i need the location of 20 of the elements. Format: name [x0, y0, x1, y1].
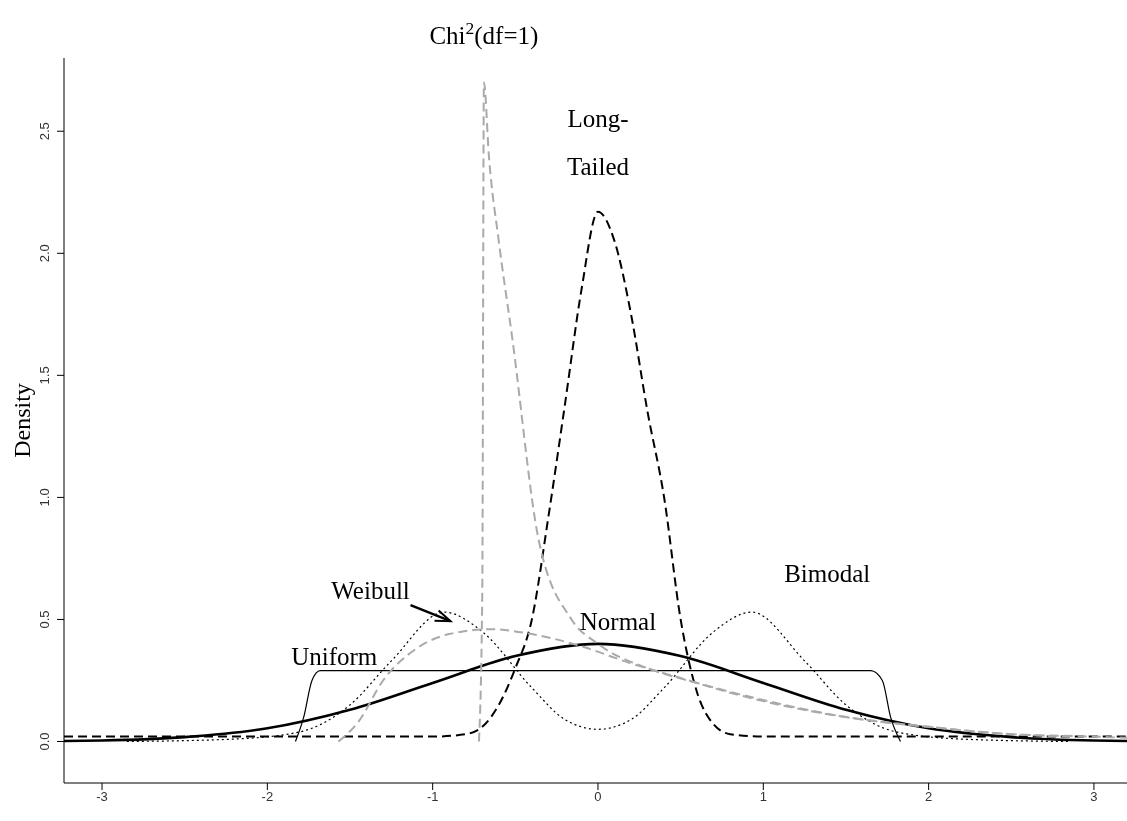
x-tick-label: -2 [261, 789, 274, 805]
y-tick-label: 1.5 [37, 366, 52, 385]
series-label: Long-Tailed [566, 104, 630, 180]
series-label: Chi$^{2}$(df=1) [429, 18, 539, 51]
x-tick-label: -3 [96, 789, 108, 805]
x-tick-label: 3 [1090, 789, 1098, 805]
x-tick-label: 2 [925, 789, 933, 805]
y-tick-label: 1.0 [37, 488, 52, 507]
y-axis-title: Density [8, 383, 35, 458]
y-tick-label: 2.5 [37, 122, 52, 141]
x-tick-label: 0 [594, 789, 602, 805]
series-label: Uniform [291, 642, 378, 670]
x-tick-label: 1 [759, 789, 767, 805]
y-tick-label: 0.0 [37, 732, 52, 751]
series-label: Normal [579, 607, 657, 635]
y-tick-label: 2.0 [37, 244, 52, 263]
x-tick-label: -1 [426, 789, 439, 805]
series-label: Weibull [331, 577, 410, 605]
y-tick-label: 0.5 [37, 610, 52, 629]
series-label: Bimodal [784, 560, 871, 588]
